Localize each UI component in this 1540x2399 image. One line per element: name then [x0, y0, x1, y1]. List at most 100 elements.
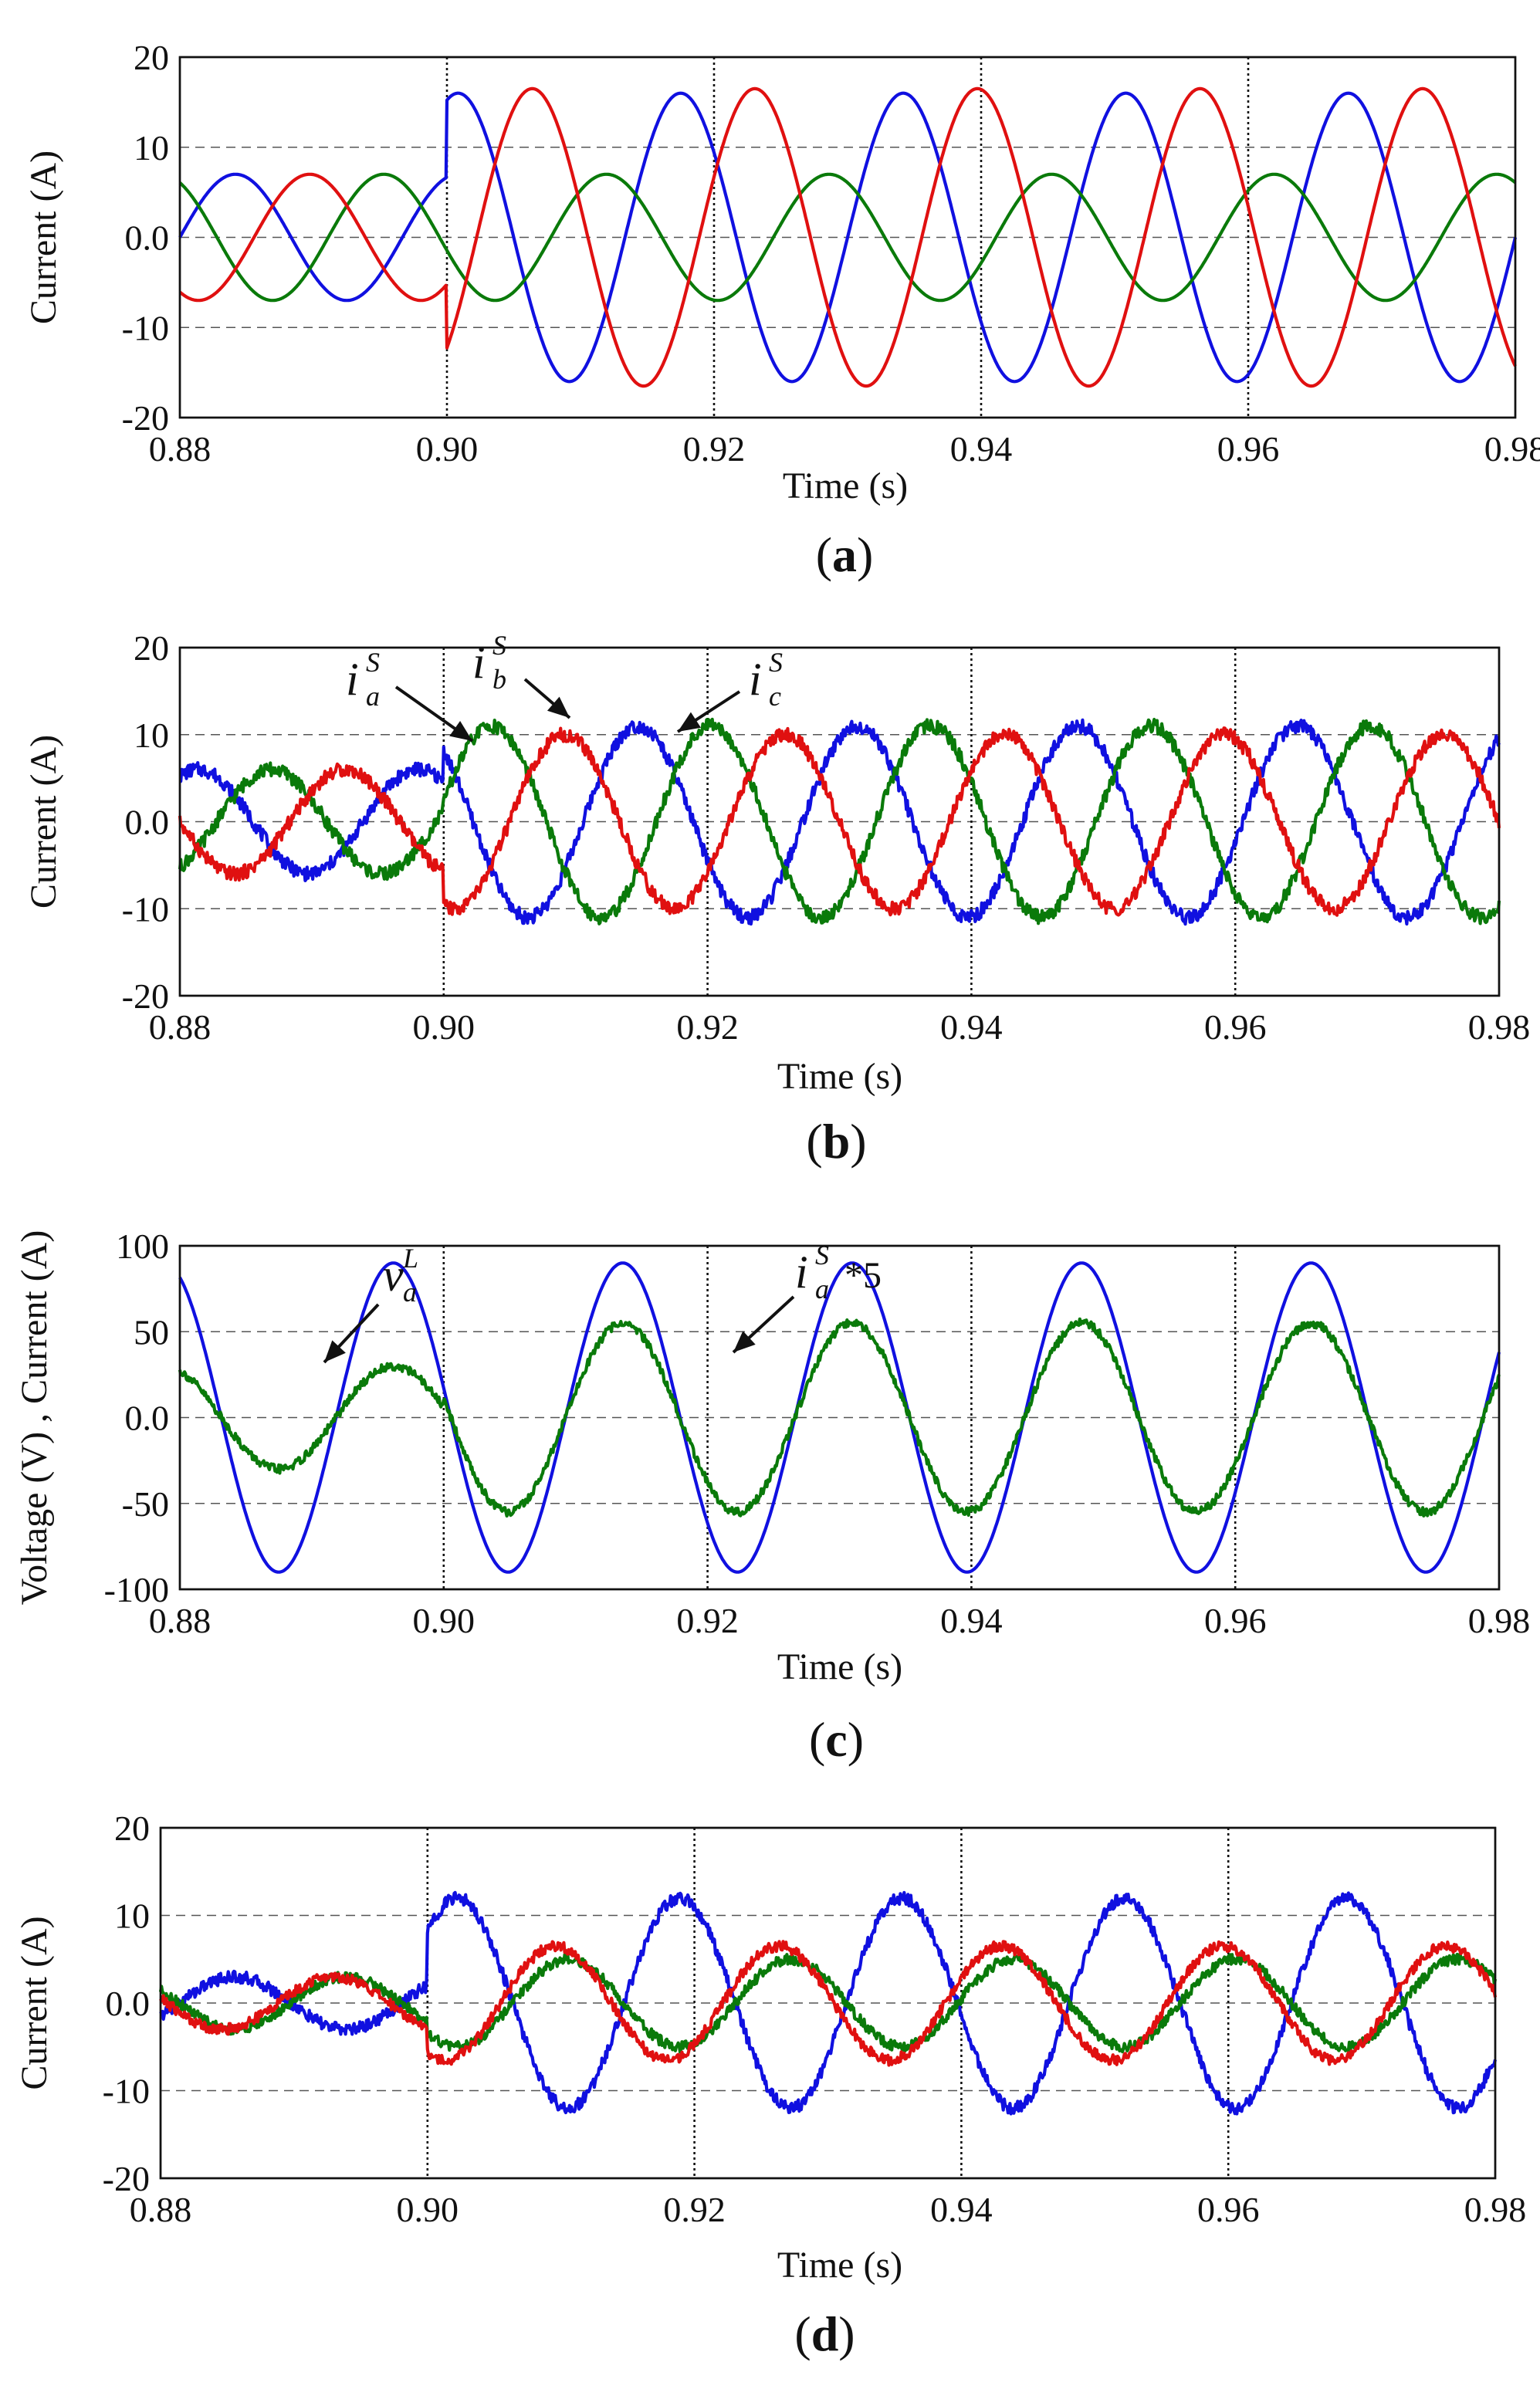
y-axis-label: Current (A) [23, 735, 64, 909]
chart-panel-d: 20 10 0.0 -10 -200.88 0.90 0.92 0.94 0.96 0.98 Tim… [14, 1809, 1526, 2361]
y-tick-label: 0.0 [106, 1984, 151, 2023]
annotation-main: i [346, 654, 359, 705]
x-axis-label: Time (s) [777, 2245, 902, 2286]
x-tick-label: 0.92 [676, 1601, 739, 1640]
series-line-a-0 [178, 91, 1518, 384]
annotation-ic-s: i cS [749, 647, 783, 712]
x-tick-label: 0.98 [1468, 1007, 1531, 1047]
x-tick-label: 0.94 [940, 1601, 1003, 1640]
annotation-subscript: b [492, 664, 506, 695]
y-axis-label: Current (A) [14, 1916, 55, 2089]
annotation-superscript: S [815, 1240, 829, 1271]
y-tick-label: 0.0 [125, 1399, 170, 1438]
series-line-c-0 [178, 1261, 1501, 1574]
y-tick-label: -100 [104, 1570, 169, 1609]
y-tick-label: 20 [134, 38, 169, 77]
x-tick-label: 0.94 [940, 1007, 1003, 1047]
x-tick-label: 0.92 [676, 1007, 739, 1047]
y-tick-label: 20 [134, 628, 169, 668]
annotation-subscript: c [769, 681, 781, 712]
y-axis-label: Voltage (V) , Current (A) [14, 1230, 55, 1606]
arrow-va-l-head [324, 1340, 346, 1362]
x-tick-label: 0.94 [950, 429, 1013, 469]
panel-label: (b) [806, 1114, 866, 1169]
x-tick-label: 0.88 [149, 429, 212, 469]
annotation-subscript: a [815, 1274, 829, 1304]
x-tick-label: 0.96 [1197, 2190, 1260, 2229]
y-tick-label: 10 [114, 1897, 150, 1936]
annotation-subscript: a [366, 681, 380, 712]
annotation-superscript: L [402, 1243, 418, 1274]
x-tick-label: 0.88 [130, 2190, 192, 2229]
y-tick-label: -50 [122, 1484, 169, 1524]
plot-border [178, 56, 1517, 419]
annotation-superscript: S [769, 647, 783, 678]
x-tick-label: 0.98 [1468, 1601, 1531, 1640]
chart-panel-b: 20 10 0.0 -10 -200.88 0.90 0.92 0.94 0.96 0.98 Tim… [23, 628, 1530, 1169]
y-tick-label: 10 [134, 128, 169, 167]
y-tick-label: 10 [134, 716, 169, 755]
annotation-main: i [472, 637, 486, 688]
annotation-ib-s: i bS [472, 630, 506, 695]
y-tick-label: -10 [122, 308, 169, 347]
annotation-superscript: S [366, 647, 380, 678]
x-tick-label: 0.90 [397, 2190, 459, 2229]
panel-label: (a) [816, 527, 874, 582]
x-tick-label: 0.94 [930, 2190, 993, 2229]
annotation-ia-s-times-5: i aS *5 [795, 1240, 882, 1304]
arrow-ib-s-head [547, 696, 570, 718]
x-tick-label: 0.96 [1204, 1007, 1267, 1047]
y-tick-label: 0.0 [125, 218, 170, 258]
x-tick-label: 0.92 [663, 2190, 726, 2229]
annotation-main: i [749, 654, 762, 705]
plot-border [159, 1826, 1497, 2180]
y-axis-label: Current (A) [23, 151, 64, 324]
arrow-ic-s-head [678, 712, 702, 732]
annotation-main: v [383, 1250, 404, 1301]
x-axis-label: Time (s) [777, 1056, 902, 1097]
x-tick-label: 0.96 [1217, 429, 1280, 469]
x-tick-label: 0.88 [149, 1007, 212, 1047]
annotation-superscript: S [492, 630, 506, 661]
x-tick-label: 0.92 [683, 429, 746, 469]
series-line-b-0 [179, 718, 1501, 926]
annotation-ia-s: i aS [346, 647, 380, 712]
arrow-ia-s-head [449, 721, 472, 741]
panel-label: (d) [794, 2306, 855, 2361]
y-tick-label: -20 [122, 976, 169, 1016]
y-tick-label: 100 [116, 1227, 169, 1266]
x-tick-label: 0.88 [149, 1601, 212, 1640]
plot-border [178, 1244, 1501, 1591]
y-tick-label: 0.0 [125, 803, 170, 842]
arrow-ia-s-times-5-head [733, 1331, 756, 1352]
plot-border [178, 646, 1501, 997]
panel-label: (c) [809, 1712, 864, 1767]
x-tick-label: 0.96 [1204, 1601, 1267, 1640]
chart-panel-a: 20 10 0.0 -10 -200.88 0.90 0.92 0.94 0.96 0.98 Tim… [23, 38, 1540, 582]
series-line-c-1 [178, 1317, 1501, 1518]
y-tick-label: -10 [103, 2072, 150, 2111]
x-tick-label: 0.90 [413, 1601, 476, 1640]
y-tick-label: -20 [122, 398, 169, 438]
series-line-b-1 [178, 717, 1501, 925]
y-tick-label: -10 [122, 889, 169, 929]
series-line-b-2 [178, 726, 1501, 917]
series-line-a-2 [178, 86, 1517, 388]
series-line-a-1 [178, 172, 1517, 303]
annotation-subscript: a [403, 1277, 417, 1308]
x-tick-label: 0.90 [416, 429, 479, 469]
x-axis-label: Time (s) [783, 465, 908, 506]
annotation-va-l: v aL [383, 1243, 418, 1308]
y-tick-label: 50 [134, 1312, 169, 1352]
x-axis-label: Time (s) [777, 1646, 902, 1687]
y-tick-label: -20 [103, 2159, 150, 2198]
series-line-d-0 [159, 1890, 1498, 2116]
series-line-d-2 [159, 1940, 1498, 2067]
annotation-main: i [795, 1247, 808, 1298]
plot-frame [178, 1244, 1501, 1591]
annotation-suffix: *5 [844, 1255, 882, 1296]
x-tick-label: 0.98 [1484, 429, 1540, 469]
x-tick-label: 0.98 [1464, 2190, 1527, 2229]
